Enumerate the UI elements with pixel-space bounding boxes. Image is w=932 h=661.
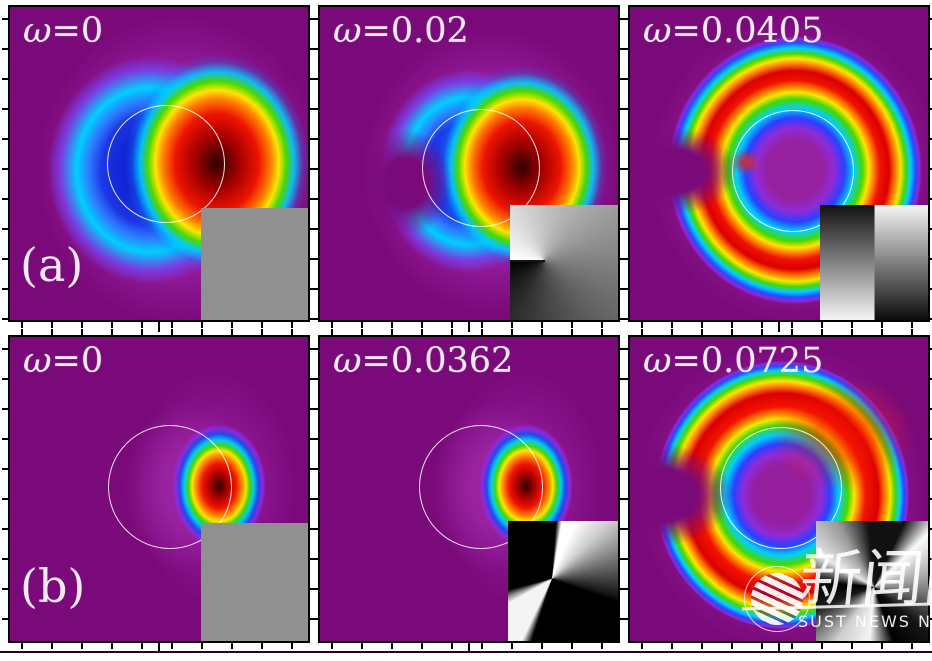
trap-circle xyxy=(108,425,232,549)
row-label-b: (b) xyxy=(20,559,86,613)
axis-ticks-right xyxy=(930,335,932,643)
omega-label: ω=0.02 xyxy=(333,11,469,51)
figure-bottom-rule xyxy=(0,651,932,653)
axis-ticks-left xyxy=(2,335,8,643)
axis-ticks-top xyxy=(318,329,620,335)
trap-circle xyxy=(419,425,543,549)
trap-circle xyxy=(732,110,854,232)
axis-ticks-bottom xyxy=(8,322,310,332)
axis-ticks-left xyxy=(622,5,628,322)
omega-symbol: ω xyxy=(23,341,52,381)
omega-value: =0.0405 xyxy=(671,11,824,51)
panel-b2: ω=0.0362 xyxy=(312,329,626,653)
omega-symbol: ω xyxy=(333,341,362,381)
axis-ticks-bottom xyxy=(318,643,620,653)
axis-ticks-left xyxy=(312,5,318,322)
panel-b1: ω=0 (b) xyxy=(2,329,316,653)
omega-value: =0 xyxy=(51,341,104,381)
trap-circle xyxy=(107,105,225,223)
axis-ticks-bottom xyxy=(318,322,620,332)
omega-symbol: ω xyxy=(333,11,362,51)
axis-ticks-bottom xyxy=(8,643,310,653)
axis-ticks-top xyxy=(8,329,310,335)
panel-a1: ω=0 (a) xyxy=(2,5,316,332)
omega-symbol: ω xyxy=(643,11,672,51)
axis-ticks-left xyxy=(312,335,318,643)
phase-inset-double-vortex xyxy=(820,205,928,320)
phase-inset-pinwheel xyxy=(816,521,928,641)
axis-ticks-bottom xyxy=(628,643,930,653)
omega-value: =0.0362 xyxy=(361,341,514,381)
omega-label: ω=0 xyxy=(23,341,103,381)
omega-value: =0.0725 xyxy=(671,341,824,381)
phase-branch-cut xyxy=(510,260,545,263)
omega-value: =0.02 xyxy=(361,11,469,51)
axis-ticks-bottom xyxy=(628,322,930,332)
panel-b3: ω=0.0725 xyxy=(622,329,932,653)
axis-ticks-right xyxy=(930,5,932,322)
axis-ticks-top xyxy=(628,329,930,335)
phase-inset-vortex xyxy=(508,521,618,641)
omega-label: ω=0.0405 xyxy=(643,11,823,51)
panel-a3: ω=0.0405 xyxy=(622,5,932,332)
trap-circle xyxy=(422,109,540,227)
omega-value: =0 xyxy=(51,11,104,51)
axis-ticks-left xyxy=(2,5,8,322)
omega-label: ω=0.0725 xyxy=(643,341,823,381)
omega-label: ω=0 xyxy=(23,11,103,51)
trap-circle xyxy=(720,427,842,549)
panel-a2: ω=0.02 xyxy=(312,5,626,332)
omega-symbol: ω xyxy=(643,341,672,381)
phase-inset-uniform xyxy=(201,523,308,641)
phase-inset-single-vortex xyxy=(510,205,618,320)
axis-ticks-left xyxy=(622,335,628,643)
phase-inset-uniform xyxy=(201,208,308,320)
row-label-a: (a) xyxy=(20,238,84,292)
omega-label: ω=0.0362 xyxy=(333,341,513,381)
omega-symbol: ω xyxy=(23,11,52,51)
